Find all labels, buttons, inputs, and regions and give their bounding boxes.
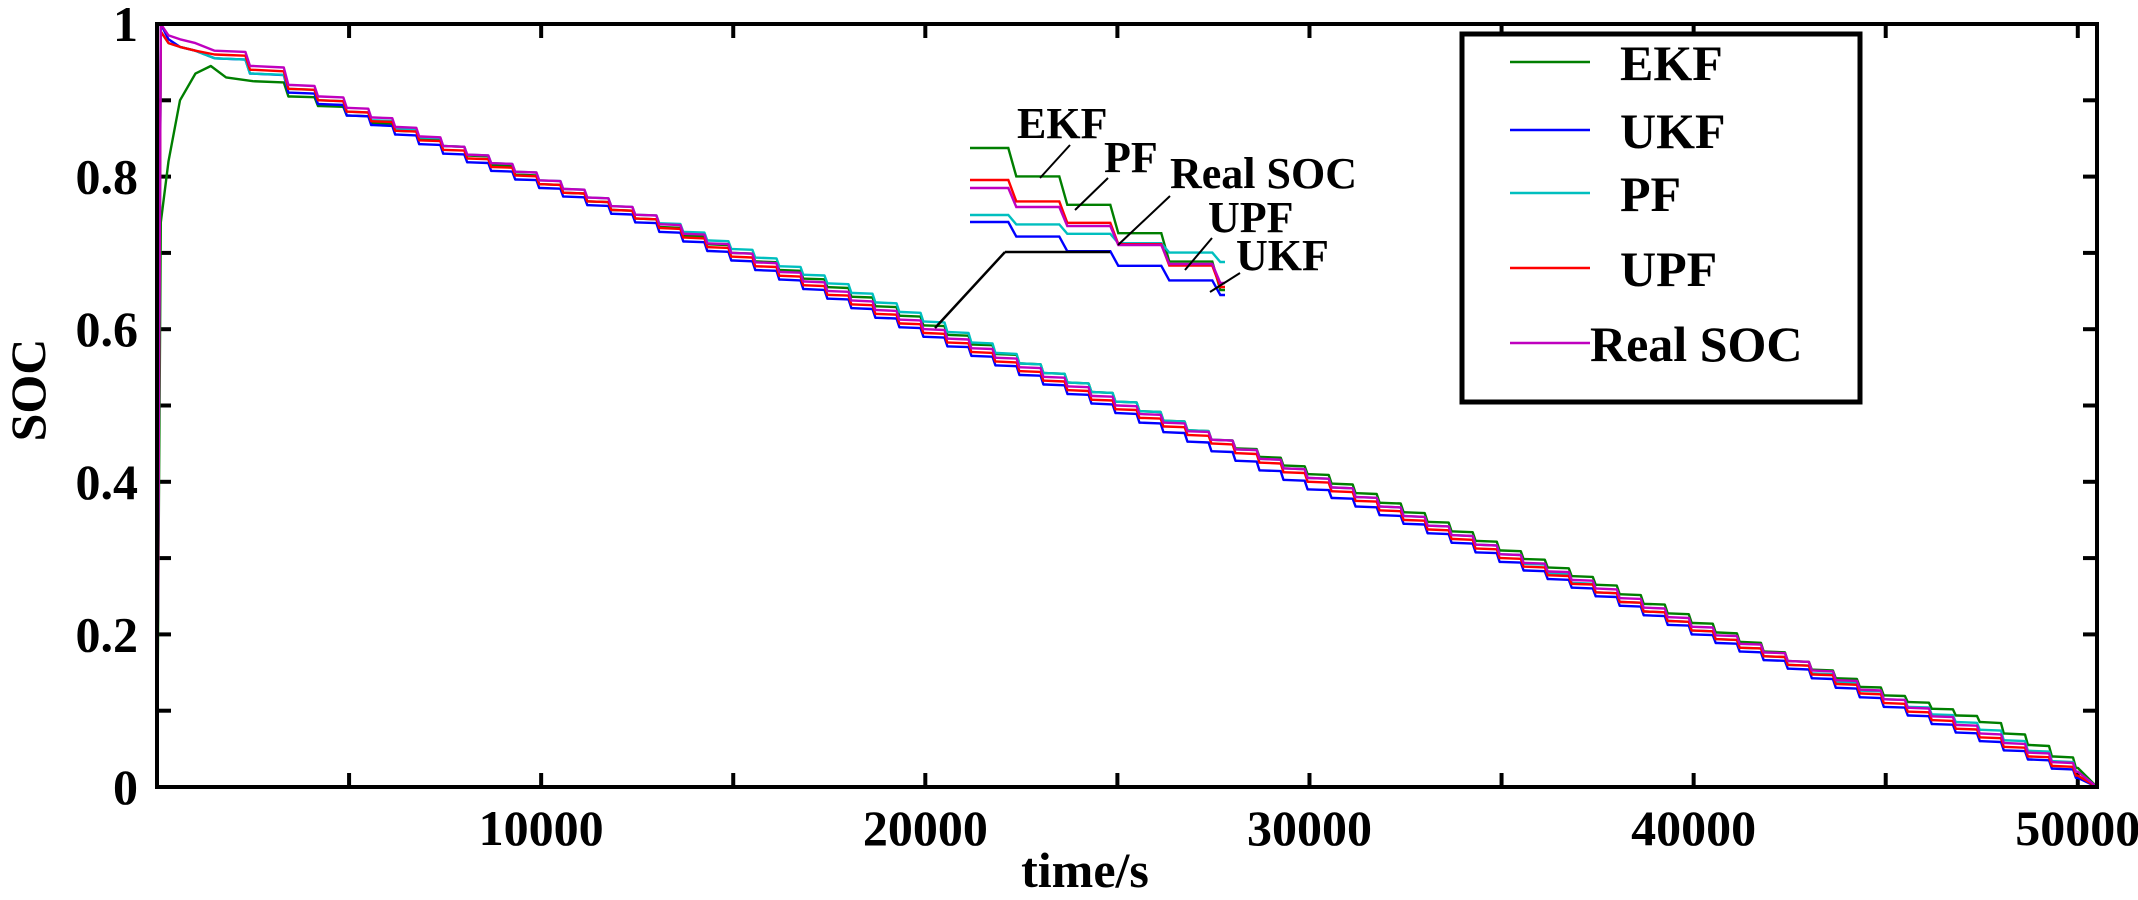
- y-tick-label: 0: [113, 759, 138, 815]
- inset-label: Real SOC: [1170, 149, 1357, 198]
- legend-label: PF: [1620, 166, 1681, 222]
- x-tick-label: 30000: [1247, 800, 1372, 856]
- y-tick-label: 0.8: [76, 149, 139, 205]
- tick-labels: 10000 20000 30000 40000 50000 0 0.2 0.4 0.6 0.8 1: [76, 0, 2138, 856]
- inset-connector: [934, 251, 1006, 329]
- x-tick-label: 50000: [2015, 800, 2138, 856]
- inset-label: PF: [1104, 133, 1158, 182]
- series-line-real-soc: [157, 24, 2097, 787]
- x-tick-label: 40000: [1631, 800, 1756, 856]
- legend-label: EKF: [1620, 35, 1723, 91]
- plot-frame: [155, 22, 2099, 789]
- y-axis-title: SOC: [0, 339, 56, 442]
- legend-label: Real SOC: [1590, 316, 1803, 372]
- inset-leader-line: [1184, 237, 1213, 271]
- x-tick-label: 10000: [479, 800, 604, 856]
- series-line-upf: [157, 30, 2097, 787]
- inset-series-real-soc: [970, 186, 1225, 285]
- x-axis-title: time/s: [1021, 842, 1149, 898]
- inset-leader-line: [1117, 195, 1171, 246]
- inset-label: UKF: [1236, 231, 1329, 280]
- legend-label: UPF: [1620, 241, 1717, 297]
- y-tick-label: 0.2: [76, 606, 139, 662]
- inset-series-ukf: [970, 220, 1225, 297]
- inset-leader-line: [1209, 272, 1241, 293]
- series-layer: [157, 24, 2097, 787]
- legend: EKF UKF PF UPF Real SOC: [1459, 31, 1863, 405]
- inset-label: UPF: [1208, 193, 1294, 242]
- inset-leader-line: [1074, 177, 1109, 211]
- y-tick-label: 1: [113, 0, 138, 52]
- legend-label: UKF: [1620, 103, 1726, 159]
- series-line-ukf: [157, 24, 2097, 787]
- y-tick-label: 0.6: [76, 301, 139, 357]
- inset-leader-line: [1039, 144, 1071, 179]
- legend-box: [1459, 31, 1863, 405]
- y-tick-label: 0.4: [76, 454, 139, 510]
- inset-label: EKF: [1017, 99, 1107, 148]
- x-tick-label: 20000: [863, 800, 988, 856]
